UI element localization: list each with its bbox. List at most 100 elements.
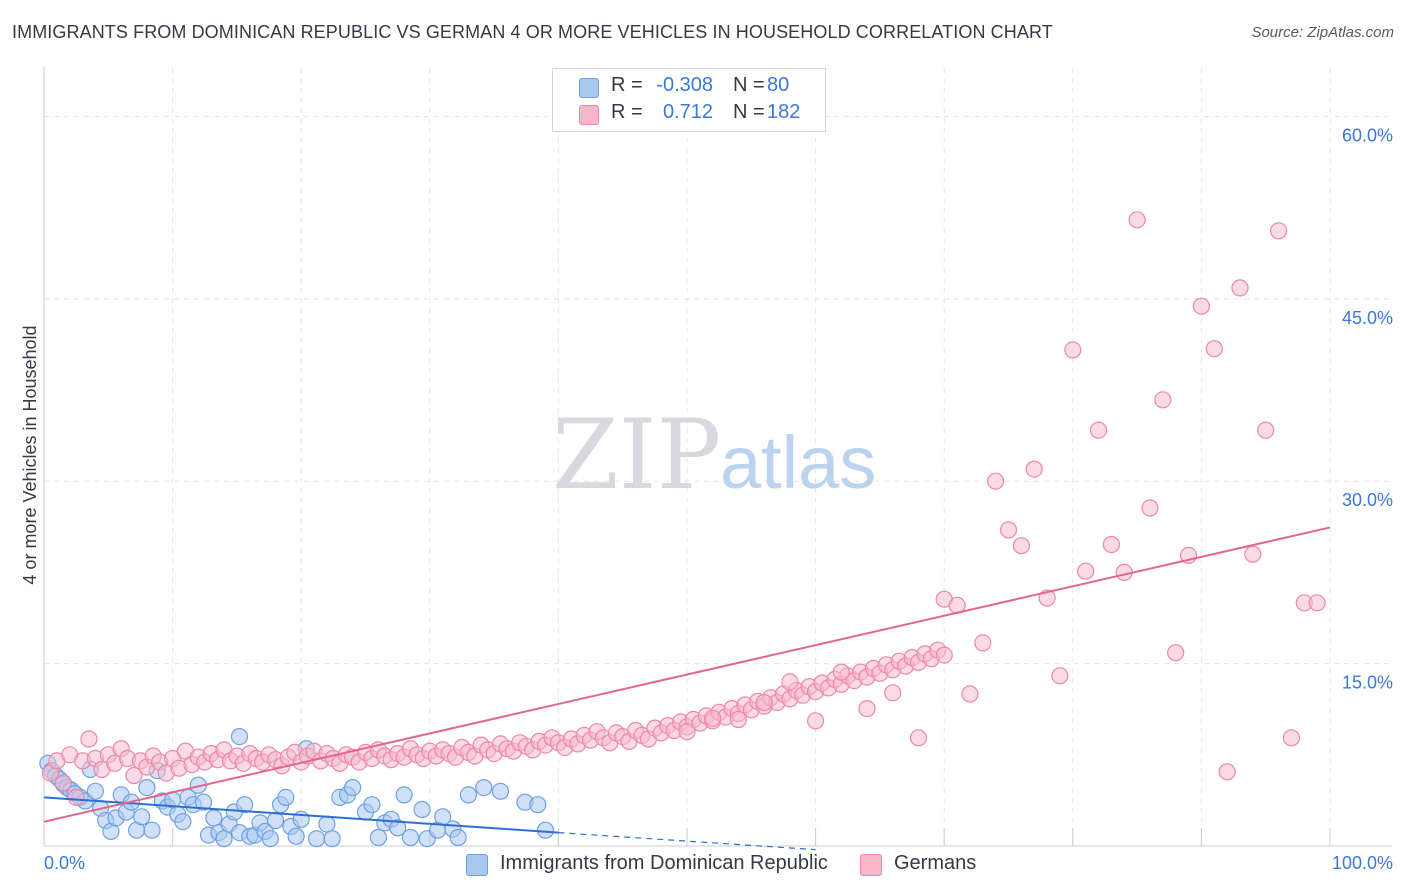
german-point <box>1218 763 1236 781</box>
german-point <box>832 663 850 681</box>
y-axis-label: 4 or more Vehicles in Household <box>20 325 40 584</box>
german-point <box>1128 211 1146 229</box>
german-point <box>781 673 799 691</box>
german-point <box>1102 535 1121 554</box>
dominican-point <box>369 828 387 847</box>
dominican-point <box>174 813 192 831</box>
german-point <box>1012 537 1031 555</box>
legend-row-germans: R = 0.712 N = 182 <box>553 100 825 128</box>
german-point <box>935 646 953 664</box>
german-point <box>729 710 748 729</box>
dominican-point <box>389 819 407 837</box>
trend-layer <box>43 526 1331 851</box>
dominican-point <box>449 828 467 847</box>
dominican-point <box>529 796 547 814</box>
bottom-legend-label: Germans <box>894 852 977 874</box>
dominican-point <box>230 727 249 746</box>
german-point <box>1025 460 1043 478</box>
source-label: Source: ZipAtlas.com <box>1251 24 1394 41</box>
watermark: ZIP atlas <box>552 399 876 511</box>
german-trend-line <box>43 526 1331 823</box>
legend-swatch-dominican <box>579 78 599 98</box>
y-tick-label: 15.0% <box>1342 673 1393 693</box>
german-point <box>986 472 1005 490</box>
legend-n-label: N = <box>733 101 765 123</box>
dominican-point <box>143 821 161 839</box>
legend-row-dominican: R = -0.308 N = 80 <box>553 73 825 101</box>
bottom-legend-label: Immigrants from Dominican Republic <box>500 852 828 874</box>
german-point <box>1257 421 1275 439</box>
legend-n-value: 80 <box>767 74 790 96</box>
german-point <box>1051 667 1069 685</box>
legend-r-value: 0.712 <box>662 101 713 123</box>
legend-r-label: R = <box>611 74 643 96</box>
dominican-point <box>395 786 413 804</box>
legend-r-value: -0.308 <box>656 74 713 96</box>
x-tick-label: 100.0% <box>1332 853 1393 873</box>
dominican-point <box>194 793 213 811</box>
dominican-point <box>266 811 285 830</box>
german-point <box>678 723 696 741</box>
dominican-point <box>215 830 233 848</box>
dominican-point <box>536 821 555 839</box>
gridlines <box>44 68 1392 846</box>
german-point <box>961 685 979 703</box>
dominican-point <box>413 800 431 819</box>
legend-swatch-germans <box>579 105 599 125</box>
german-point <box>1089 421 1108 439</box>
german-point <box>1192 297 1211 315</box>
german-point <box>909 729 928 747</box>
chart-title: IMMIGRANTS FROM DOMINICAN REPUBLIC VS GE… <box>12 22 1053 42</box>
dominican-point <box>318 815 336 833</box>
german-point <box>54 774 72 792</box>
dominican-point <box>308 830 326 848</box>
german-point <box>858 699 876 718</box>
german-point <box>1154 391 1172 409</box>
dominican-point <box>459 786 477 804</box>
german-point <box>704 709 722 727</box>
german-point <box>806 712 825 730</box>
dominican-trend-extension <box>558 832 816 851</box>
bottom-legend-swatch-germans <box>860 854 882 876</box>
german-point <box>1269 222 1288 240</box>
german-point <box>125 766 143 785</box>
german-point <box>755 693 773 712</box>
y-tick-label: 60.0% <box>1342 125 1393 145</box>
y-tick-label: 30.0% <box>1342 490 1393 510</box>
y-tick-label: 45.0% <box>1342 308 1393 328</box>
x-tick-label: 0.0% <box>44 853 85 873</box>
german-point <box>999 521 1018 539</box>
bottom-legend: Immigrants from Dominican Republic Germa… <box>0 852 1406 878</box>
dominican-point <box>401 828 420 847</box>
legend-r-label: R = <box>611 101 643 123</box>
dominican-point <box>138 778 156 797</box>
dominican-trend-line <box>43 796 559 834</box>
german-point <box>1308 594 1326 612</box>
german-point <box>1231 279 1249 297</box>
dominican-point <box>344 778 362 797</box>
series-germans <box>41 211 1326 807</box>
dominican-point <box>261 830 279 848</box>
dominican-point <box>133 808 151 826</box>
german-point <box>1244 545 1262 563</box>
dominican-point <box>287 827 305 845</box>
points-layer <box>39 211 1326 848</box>
german-point <box>80 730 98 748</box>
dominican-point <box>205 809 223 827</box>
watermark-atlas: atlas <box>720 421 876 504</box>
legend-n-value: 182 <box>767 101 801 123</box>
dominican-point <box>277 788 295 807</box>
legend-n-label: N = <box>733 74 765 96</box>
watermark-zip: ZIP <box>552 399 721 511</box>
german-point <box>884 684 902 702</box>
german-point <box>67 788 85 807</box>
tick-labels: 15.0% 30.0% 45.0% 60.0% 0.0% 100.0% <box>44 125 1393 873</box>
dominican-point <box>323 830 341 848</box>
dominican-point <box>491 782 510 800</box>
dominican-point <box>475 778 493 797</box>
bottom-legend-swatch-dominican <box>466 854 488 876</box>
german-point <box>1141 499 1159 517</box>
german-point <box>974 634 992 652</box>
german-point <box>1064 341 1082 359</box>
